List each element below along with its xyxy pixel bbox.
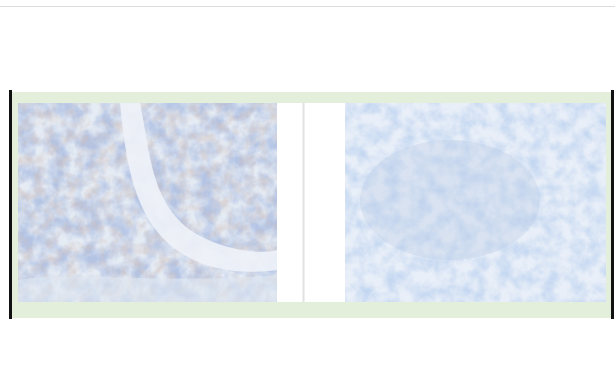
right-edge: [611, 90, 614, 319]
left-edge: [9, 90, 12, 319]
panel-gap: [277, 103, 345, 302]
right-micrograph: [345, 103, 606, 302]
left-micrograph: [18, 103, 277, 302]
